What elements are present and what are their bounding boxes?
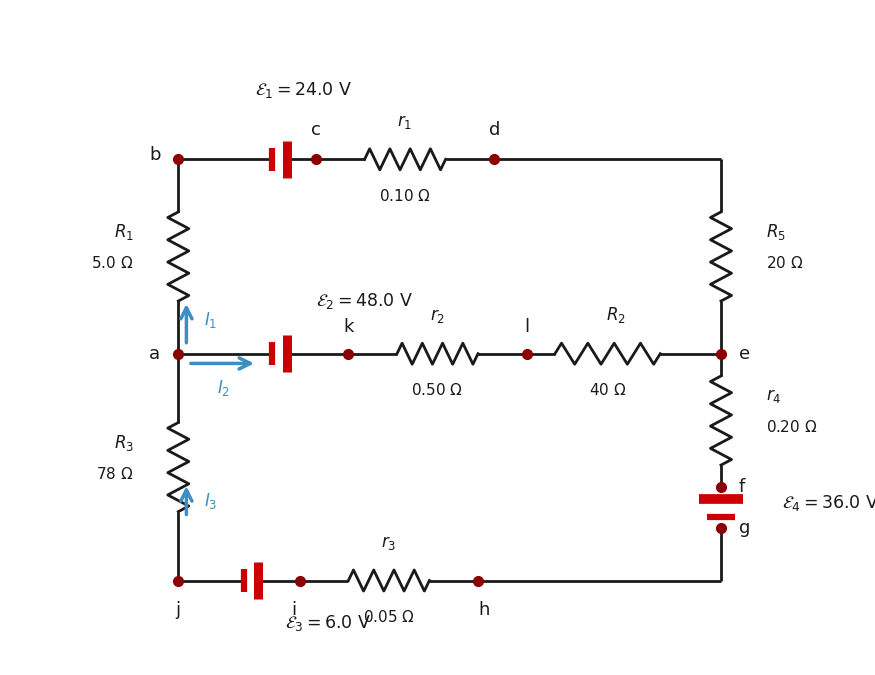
Text: $I_3$: $I_3$ <box>204 491 218 511</box>
Text: $78\ \Omega$: $78\ \Omega$ <box>96 466 134 481</box>
Text: $R_2$: $R_2$ <box>606 305 626 325</box>
Text: $5.0\ \Omega$: $5.0\ \Omega$ <box>91 255 134 271</box>
Text: $I_2$: $I_2$ <box>217 378 230 398</box>
Text: i: i <box>290 601 296 619</box>
Text: $0.50\ \Omega$: $0.50\ \Omega$ <box>411 382 464 398</box>
Text: b: b <box>149 146 160 164</box>
Text: d: d <box>488 121 500 139</box>
Text: $r_4$: $r_4$ <box>766 387 781 405</box>
Text: $40\ \Omega$: $40\ \Omega$ <box>589 382 626 398</box>
Text: k: k <box>343 318 354 336</box>
Text: $r_2$: $r_2$ <box>430 307 445 325</box>
Text: $0.10\ \Omega$: $0.10\ \Omega$ <box>379 188 431 204</box>
Text: c: c <box>312 121 321 139</box>
Text: j: j <box>176 601 181 619</box>
Text: $R_5$: $R_5$ <box>766 222 786 242</box>
Text: $20\ \Omega$: $20\ \Omega$ <box>766 255 803 271</box>
Text: g: g <box>738 519 750 537</box>
Text: $R_1$: $R_1$ <box>114 222 134 242</box>
Text: l: l <box>524 318 529 336</box>
Text: $\mathcal{E}_3 = 6.0\ \mathrm{V}$: $\mathcal{E}_3 = 6.0\ \mathrm{V}$ <box>285 613 371 632</box>
Text: $r_3$: $r_3$ <box>382 534 396 552</box>
Text: e: e <box>738 345 750 362</box>
Text: a: a <box>150 345 160 362</box>
Text: h: h <box>479 601 490 619</box>
Text: $0.20\ \Omega$: $0.20\ \Omega$ <box>766 419 816 435</box>
Text: $0.05\ \Omega$: $0.05\ \Omega$ <box>363 609 415 625</box>
Text: f: f <box>738 479 746 496</box>
Text: $r_1$: $r_1$ <box>397 113 413 131</box>
Text: $\mathcal{E}_4 = 36.0\ \mathrm{V}$: $\mathcal{E}_4 = 36.0\ \mathrm{V}$ <box>781 493 875 513</box>
Text: $\mathcal{E}_2 = 48.0\ \mathrm{V}$: $\mathcal{E}_2 = 48.0\ \mathrm{V}$ <box>316 291 413 311</box>
Text: $I_1$: $I_1$ <box>204 310 218 329</box>
Text: $R_3$: $R_3$ <box>114 433 134 453</box>
Text: $\mathcal{E}_1 = 24.0\ \mathrm{V}$: $\mathcal{E}_1 = 24.0\ \mathrm{V}$ <box>255 80 353 101</box>
